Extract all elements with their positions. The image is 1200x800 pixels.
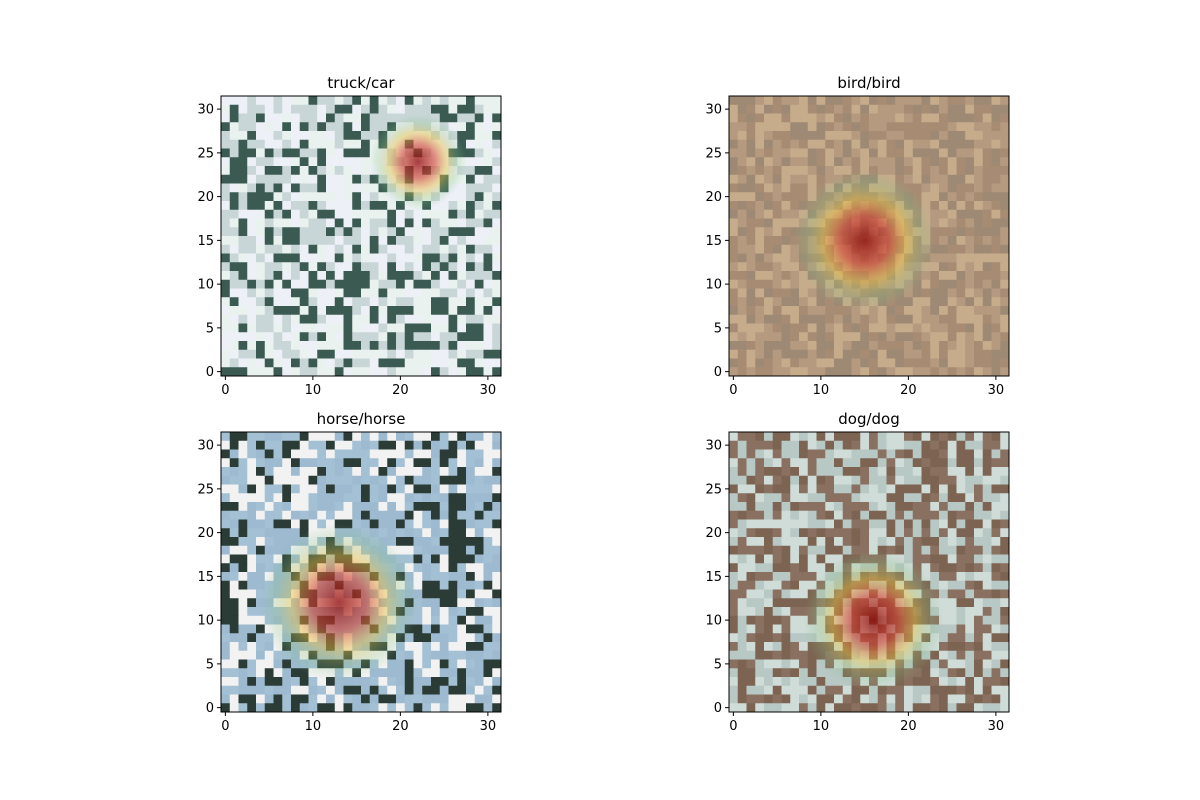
subplot-title: truck/car <box>327 74 395 92</box>
y-tick-label: 25 <box>705 482 722 497</box>
y-tick-label: 10 <box>705 614 722 629</box>
subplot-title: horse/horse <box>317 410 406 428</box>
y-tick-label: 10 <box>705 278 722 293</box>
y-tick-label: 25 <box>197 146 214 161</box>
y-tick-label: 30 <box>705 103 722 118</box>
x-tick-label: 30 <box>480 719 497 734</box>
image-pixels <box>221 96 502 377</box>
y-tick-label: 0 <box>714 365 722 380</box>
y-tick-label: 10 <box>197 614 214 629</box>
x-tick-label: 10 <box>305 719 322 734</box>
attention-heatmap <box>803 550 944 691</box>
x-tick-label: 20 <box>900 383 917 398</box>
y-tick-label: 15 <box>705 234 722 249</box>
y-tick-label: 0 <box>206 365 214 380</box>
y-tick-label: 10 <box>197 278 214 293</box>
y-tick-label: 5 <box>206 321 214 336</box>
y-tick-label: 5 <box>206 657 214 672</box>
axes-frame <box>220 431 502 713</box>
y-tick-label: 5 <box>714 657 722 672</box>
x-tick-label: 0 <box>729 719 737 734</box>
y-tick-label: 20 <box>197 190 214 205</box>
y-tick-label: 20 <box>197 526 214 541</box>
subplot-title: bird/bird <box>837 74 900 92</box>
y-tick-label: 15 <box>197 570 214 585</box>
subplot-horse-horse: 0 10 20 30 0 5 10 15 20 25 30 horse/horse <box>197 410 502 734</box>
attention-heatmap <box>260 523 418 682</box>
y-tick-label: 30 <box>197 439 214 454</box>
x-tick-label: 0 <box>729 383 737 398</box>
image-pixels <box>729 432 1010 713</box>
subplot-bird-bird: 0 10 20 30 0 5 10 15 20 25 30 bird/bird <box>705 74 1010 398</box>
y-tick-label: 0 <box>206 701 214 716</box>
y-tick-label: 20 <box>705 190 722 205</box>
y-tick-label: 25 <box>705 146 722 161</box>
x-tick-label: 30 <box>988 719 1005 734</box>
subplot-dog-dog: 0 10 20 30 0 5 10 15 20 25 30 dog/dog <box>705 410 1010 734</box>
x-tick-label: 0 <box>221 719 229 734</box>
y-tick-label: 25 <box>197 482 214 497</box>
attention-heatmap <box>794 170 935 311</box>
x-tick-label: 30 <box>988 383 1005 398</box>
x-tick-label: 10 <box>813 719 830 734</box>
x-tick-label: 30 <box>480 383 497 398</box>
y-tick-label: 20 <box>705 526 722 541</box>
y-tick-label: 30 <box>197 103 214 118</box>
x-tick-label: 10 <box>813 383 830 398</box>
y-tick-label: 5 <box>714 321 722 336</box>
axes-frame <box>220 95 502 377</box>
y-tick-label: 0 <box>714 701 722 716</box>
x-tick-label: 0 <box>221 383 229 398</box>
attention-heatmap <box>369 113 466 210</box>
subplot-title: dog/dog <box>838 410 900 428</box>
axes-frame <box>728 431 1010 713</box>
subplot-truck-car: 0 10 20 30 0 5 10 15 20 25 30 truck/car <box>197 74 502 398</box>
axes-frame <box>728 95 1010 377</box>
x-tick-label: 20 <box>392 383 409 398</box>
image-pixels <box>729 96 1010 377</box>
x-tick-label: 10 <box>305 383 322 398</box>
x-tick-label: 20 <box>900 719 917 734</box>
y-tick-label: 15 <box>197 234 214 249</box>
y-tick-label: 30 <box>705 439 722 454</box>
x-tick-label: 20 <box>392 719 409 734</box>
y-tick-label: 15 <box>705 570 722 585</box>
